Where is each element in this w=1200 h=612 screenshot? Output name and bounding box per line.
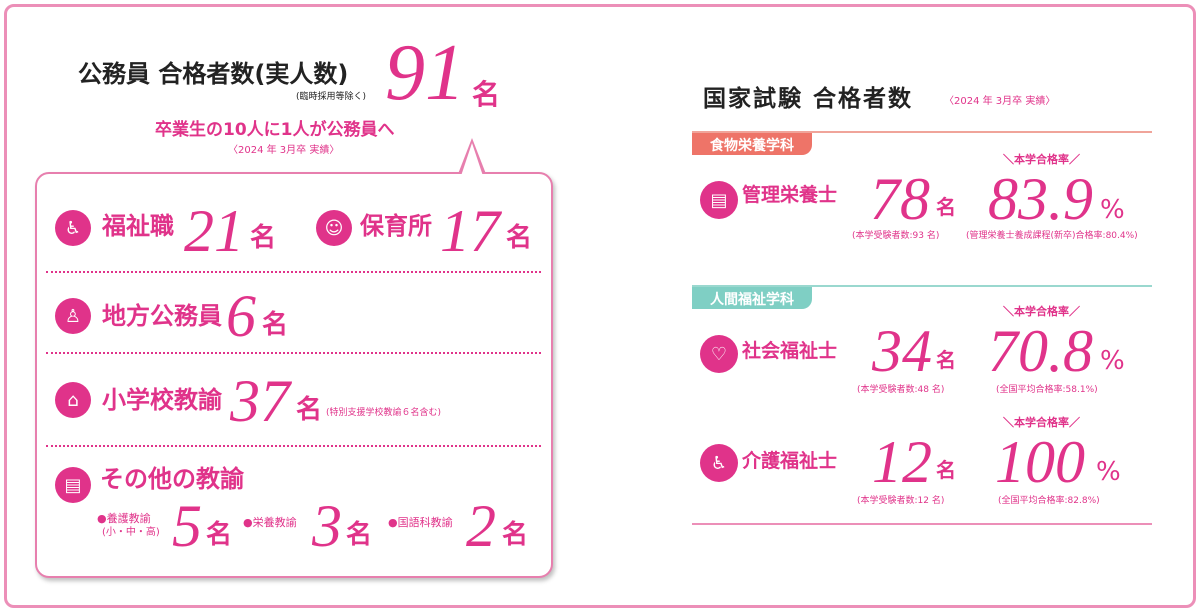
sub-item-label: ●養護教諭 bbox=[97, 512, 151, 525]
item-value: 6 bbox=[226, 283, 256, 349]
civil-servant-icon: ♙ bbox=[55, 298, 91, 334]
civil-total: 91 bbox=[385, 29, 465, 117]
item-label: 地方公務員 bbox=[102, 302, 222, 330]
sub-item-label2: (小・中・高) bbox=[102, 527, 160, 538]
sub-item-unit: 名 bbox=[502, 520, 529, 550]
exam-examinees: (本学受験者数:12 名) bbox=[857, 496, 945, 506]
exam-value: 12 bbox=[872, 429, 932, 495]
item-value: 37 bbox=[230, 368, 290, 434]
civil-unit: 名 bbox=[472, 78, 501, 111]
civil-period: 〈2024 年 3月卒 実績〉 bbox=[228, 145, 340, 156]
rate-label: ＼本学合格率／ bbox=[1003, 305, 1080, 318]
exam-compare: (全国平均合格率:58.1%) bbox=[996, 385, 1098, 395]
food-dept-tag: 食物栄養学科 bbox=[692, 133, 812, 155]
exam-rate: 100 bbox=[995, 429, 1085, 495]
sub-item-unit: 名 bbox=[206, 520, 233, 550]
page-frame bbox=[4, 4, 1196, 608]
caregiver-icon: ♿ bbox=[55, 210, 91, 246]
sub-item-unit: 名 bbox=[346, 520, 373, 550]
exam-unit: 名 bbox=[936, 458, 956, 482]
item-unit: 名 bbox=[296, 395, 323, 425]
civil-subtitle: 卒業生の10人に1人が公務員へ bbox=[155, 120, 395, 140]
school-bag-icon: ⌂ bbox=[55, 382, 91, 418]
civil-title: 公務員 合格者数(実人数) bbox=[78, 60, 349, 88]
food-line bbox=[692, 131, 1152, 133]
sub-item-value: 3 bbox=[312, 493, 342, 559]
exam-value: 78 bbox=[870, 166, 930, 232]
exam-label: 社会福祉士 bbox=[742, 340, 838, 362]
divider bbox=[46, 352, 541, 354]
exam-label: 管理栄養士 bbox=[742, 184, 838, 206]
rate-label: ＼本学合格率／ bbox=[1003, 416, 1080, 429]
exam-unit: 名 bbox=[936, 348, 956, 372]
rate-label: ＼本学合格率／ bbox=[1003, 153, 1080, 166]
item-label: 保育所 bbox=[360, 212, 432, 240]
divider bbox=[46, 271, 541, 273]
item-note: (特別支援学校教諭６名含む) bbox=[326, 408, 442, 418]
civil-breakdown-box bbox=[35, 172, 553, 578]
exam-rate-pct: % bbox=[1100, 195, 1125, 225]
item-label: その他の教諭 bbox=[100, 465, 244, 493]
clipboard-icon: ▤ bbox=[55, 467, 91, 503]
exam-label: 介護福祉士 bbox=[742, 450, 838, 472]
exam-rate-pct: % bbox=[1096, 457, 1121, 487]
item-unit: 名 bbox=[262, 310, 289, 340]
sub-item-value: 2 bbox=[466, 493, 496, 559]
item-value: 21 bbox=[184, 198, 244, 264]
item-unit: 名 bbox=[506, 223, 533, 253]
civil-note: (臨時採用等除く) bbox=[296, 92, 367, 102]
clipboard-tomato-icon: ▤ bbox=[700, 181, 738, 219]
exam-title: 国家試験 合格者数 bbox=[703, 86, 914, 112]
item-label: 福祉職 bbox=[102, 212, 174, 240]
exam-compare: (管理栄養士養成課程(新卒)合格率:80.4%) bbox=[966, 231, 1138, 241]
exam-rate: 83.9 bbox=[988, 166, 1093, 232]
sub-item-value: 5 bbox=[172, 493, 202, 559]
welfare-line bbox=[692, 285, 1152, 287]
exam-unit: 名 bbox=[936, 195, 956, 219]
exam-examinees: (本学受験者数:48 名) bbox=[857, 385, 945, 395]
exam-rate-pct: % bbox=[1100, 346, 1125, 376]
exam-rate: 70.8 bbox=[988, 318, 1093, 384]
welfare-dept-tag: 人間福祉学科 bbox=[692, 287, 812, 309]
item-value: 17 bbox=[440, 198, 500, 264]
exam-compare: (全国平均合格率:82.8%) bbox=[998, 496, 1100, 506]
divider bbox=[46, 445, 541, 447]
exam-period: 〈2024 年 3月卒 実績〉 bbox=[944, 96, 1056, 107]
hands-heart-icon: ♡ bbox=[700, 335, 738, 373]
child-face-icon: ☺ bbox=[316, 210, 352, 246]
item-label: 小学校教諭 bbox=[102, 386, 222, 414]
sub-item-label: ●国語科教諭 bbox=[388, 516, 453, 529]
wheelchair-icon: ♿ bbox=[700, 444, 738, 482]
bottom-line bbox=[692, 523, 1152, 525]
bubble-tail-inner bbox=[461, 143, 483, 176]
item-unit: 名 bbox=[250, 223, 277, 253]
exam-value: 34 bbox=[872, 318, 932, 384]
exam-examinees: (本学受験者数:93 名) bbox=[852, 231, 940, 241]
sub-item-label: ●栄養教諭 bbox=[243, 516, 297, 529]
